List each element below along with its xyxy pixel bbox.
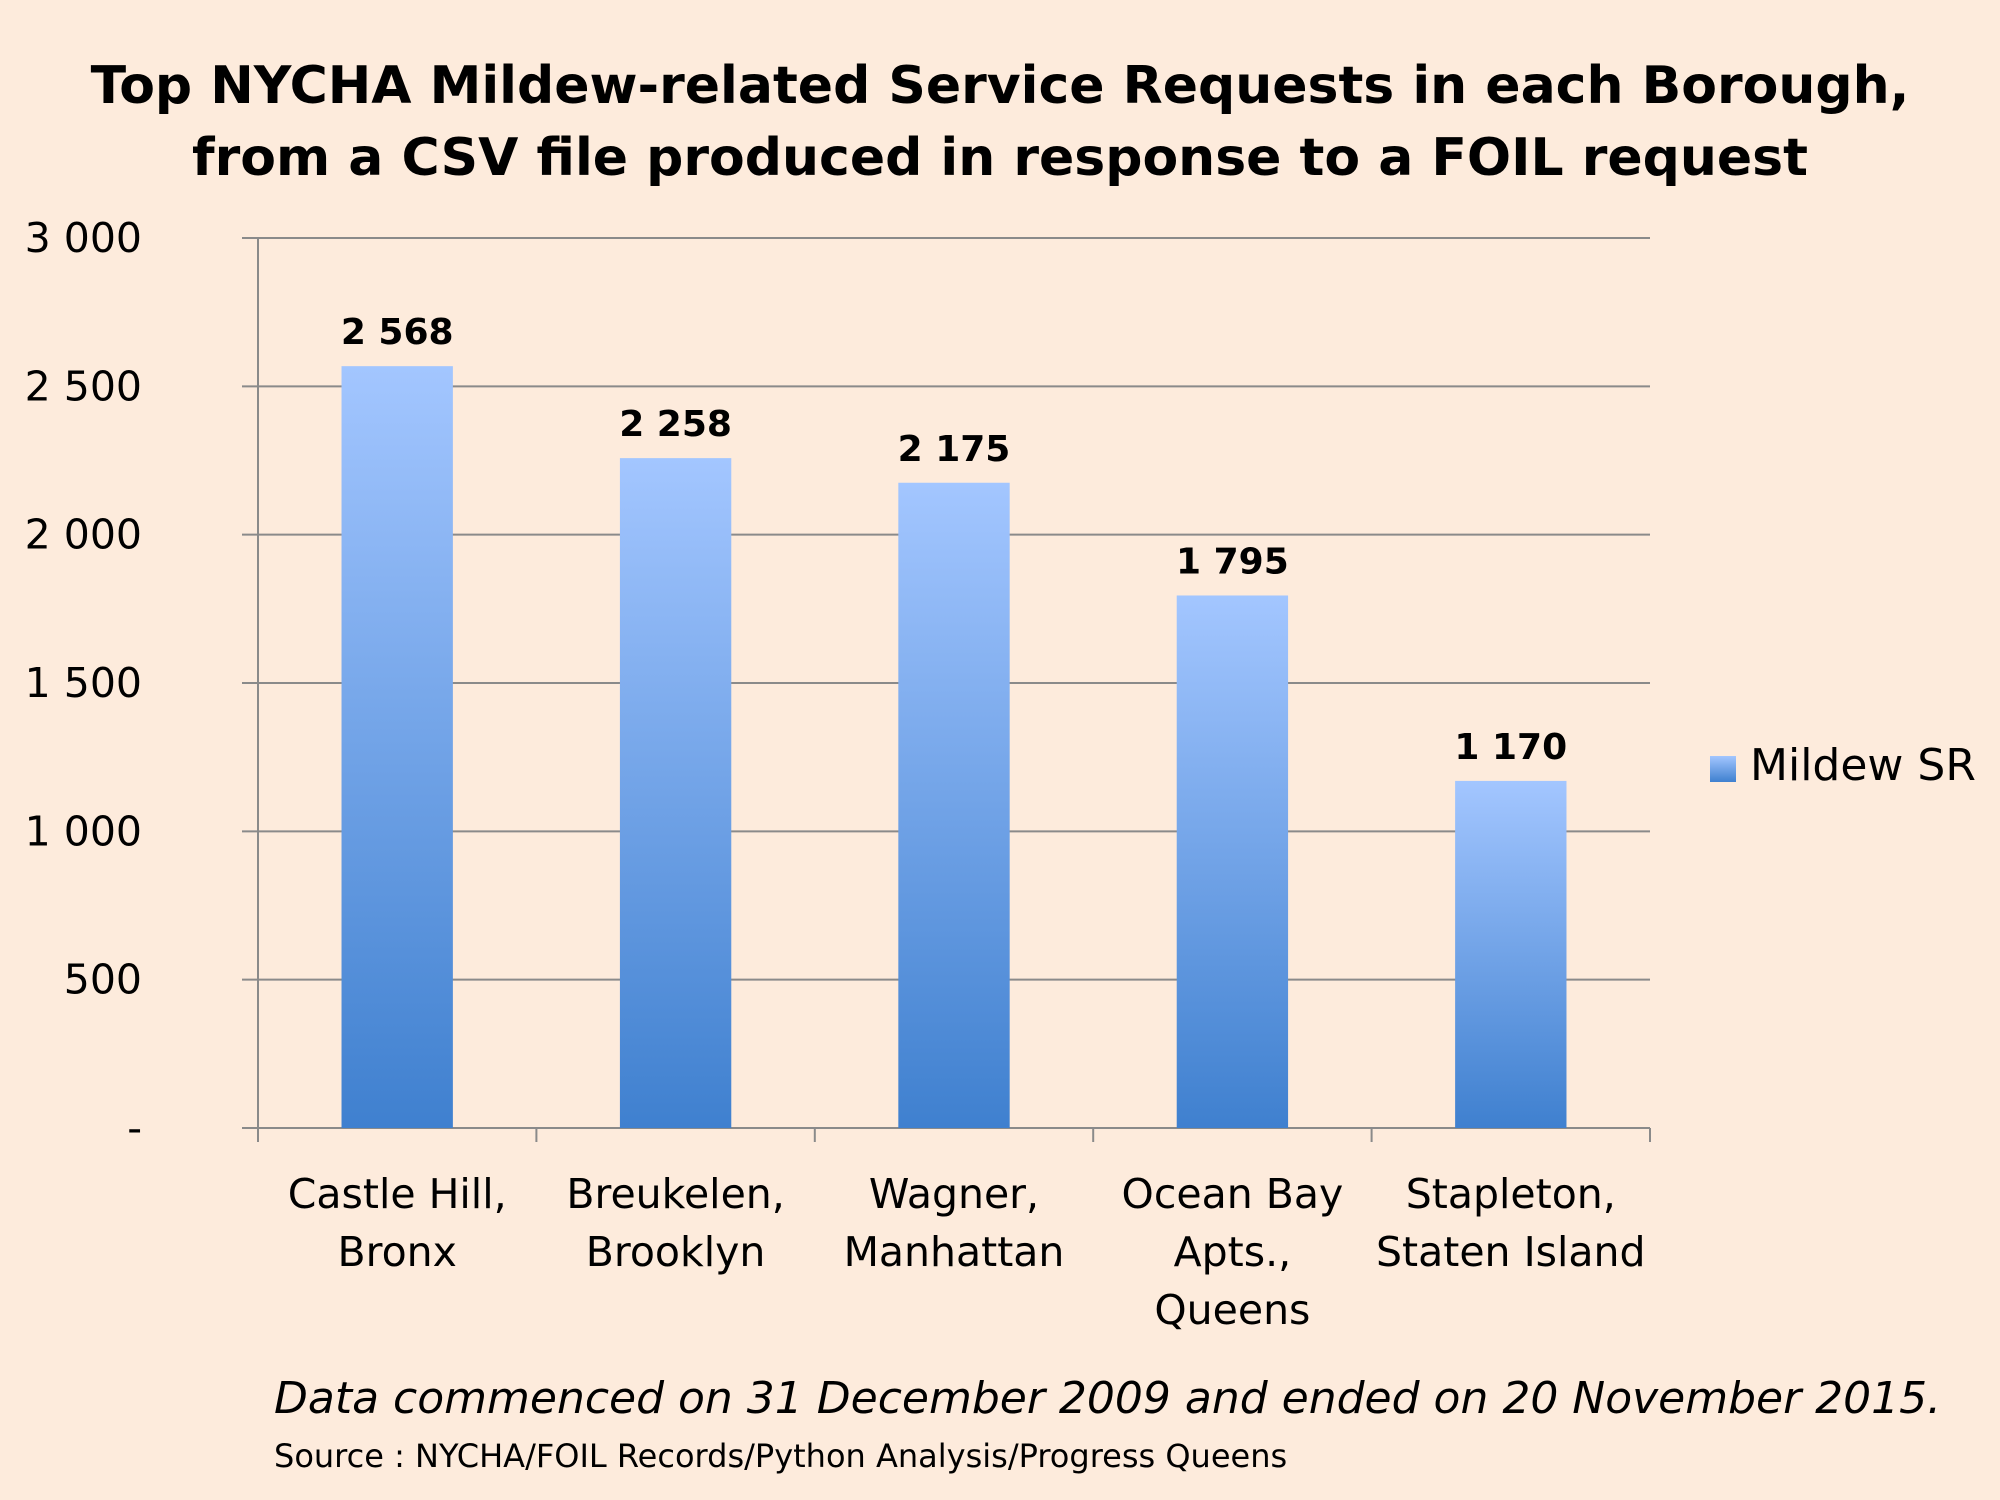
y-tick-label: 1 000 [25, 807, 142, 855]
bar-value-label: 2 175 [898, 429, 1011, 470]
y-tick-label: 3 000 [25, 214, 142, 262]
bar-value-label: 2 258 [619, 404, 732, 445]
legend-swatch [1710, 756, 1736, 782]
y-tick-label: 2 500 [25, 362, 142, 410]
labels: - 500 1 000 1 500 2 000 2 500 3 000 2 568 Castle… [25, 214, 1646, 1334]
legend-label: Mildew SR [1750, 740, 1976, 791]
bar-value-label: 2 568 [341, 312, 454, 353]
bar [619, 458, 732, 1128]
y-tick-label: - [127, 1104, 142, 1152]
chart-title: Top NYCHA Mildew-related Service Request… [0, 50, 2000, 194]
x-category-label: Castle Hill, Bronx [288, 1170, 507, 1276]
x-category-label: Ocean Bay Apts., Queens [1122, 1170, 1344, 1334]
data-range-note: Data commenced on 31 December 2009 and e… [274, 1373, 1942, 1424]
y-tick-label: 2 000 [25, 511, 142, 559]
y-tick-label: 500 [64, 956, 142, 1004]
x-category-label: Wagner, Manhattan [844, 1170, 1065, 1276]
y-tick-label: 1 500 [25, 659, 142, 707]
bar-value-label: 1 795 [1176, 541, 1289, 582]
bar [1455, 780, 1567, 1128]
x-category-label: Breukelen, Brooklyn [566, 1170, 784, 1276]
x-category-label: Stapleton, Staten Island [1376, 1170, 1646, 1276]
legend: Mildew SR [1710, 740, 1976, 791]
bar [341, 366, 453, 1128]
chart-title-line-2: from a CSV file produced in response to … [192, 128, 1808, 188]
chart-title-line-1: Top NYCHA Mildew-related Service Request… [90, 56, 1910, 116]
bar [898, 482, 1010, 1128]
source-note: Source : NYCHA/FOIL Records/Python Analy… [274, 1437, 1288, 1475]
bars [341, 366, 1567, 1128]
bar-value-label: 1 170 [1454, 727, 1567, 768]
bar [1176, 595, 1289, 1128]
